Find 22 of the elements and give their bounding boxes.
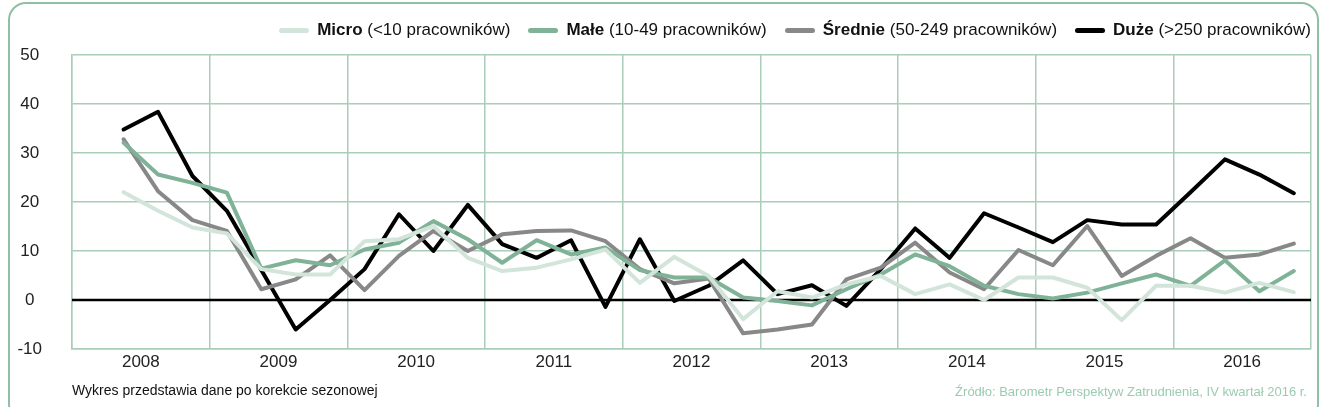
x-tick-label: 2016	[1223, 351, 1262, 371]
y-tick-label: 20	[20, 191, 40, 211]
legend-label: Duże (>250 pracowników)	[1113, 20, 1311, 40]
x-tick-label: 2009	[259, 351, 298, 371]
x-tick-label: 2014	[947, 351, 986, 371]
y-tick-label: 50	[20, 44, 40, 64]
x-tick-label: 2011	[535, 351, 573, 371]
y-tick-label: 30	[20, 142, 40, 162]
x-tick-label: 2008	[121, 351, 160, 371]
x-tick-label: 2013	[810, 351, 849, 371]
text: Źródło: Barometr Perspektyw Zatrudnienia, IV kwartał 2016 r.	[955, 384, 1307, 399]
legend-label: Średnie (50-249 pracowników)	[822, 20, 1058, 40]
legend-label: Małe (10-49 pracowników)	[566, 20, 767, 40]
y-tick-label: 0	[24, 289, 35, 309]
x-tick-label: 2012	[672, 351, 711, 371]
y-tick-label: 10	[20, 240, 40, 260]
x-tick-label: 2010	[397, 351, 436, 371]
legend-label: Micro (<10 pracowników)	[317, 20, 511, 40]
text: Wykres przedstawia dane po korekcie sezonowej	[72, 382, 378, 398]
y-tick-label: -10	[17, 338, 42, 358]
y-tick-label: 40	[20, 93, 40, 113]
x-tick-label: 2015	[1085, 351, 1124, 371]
